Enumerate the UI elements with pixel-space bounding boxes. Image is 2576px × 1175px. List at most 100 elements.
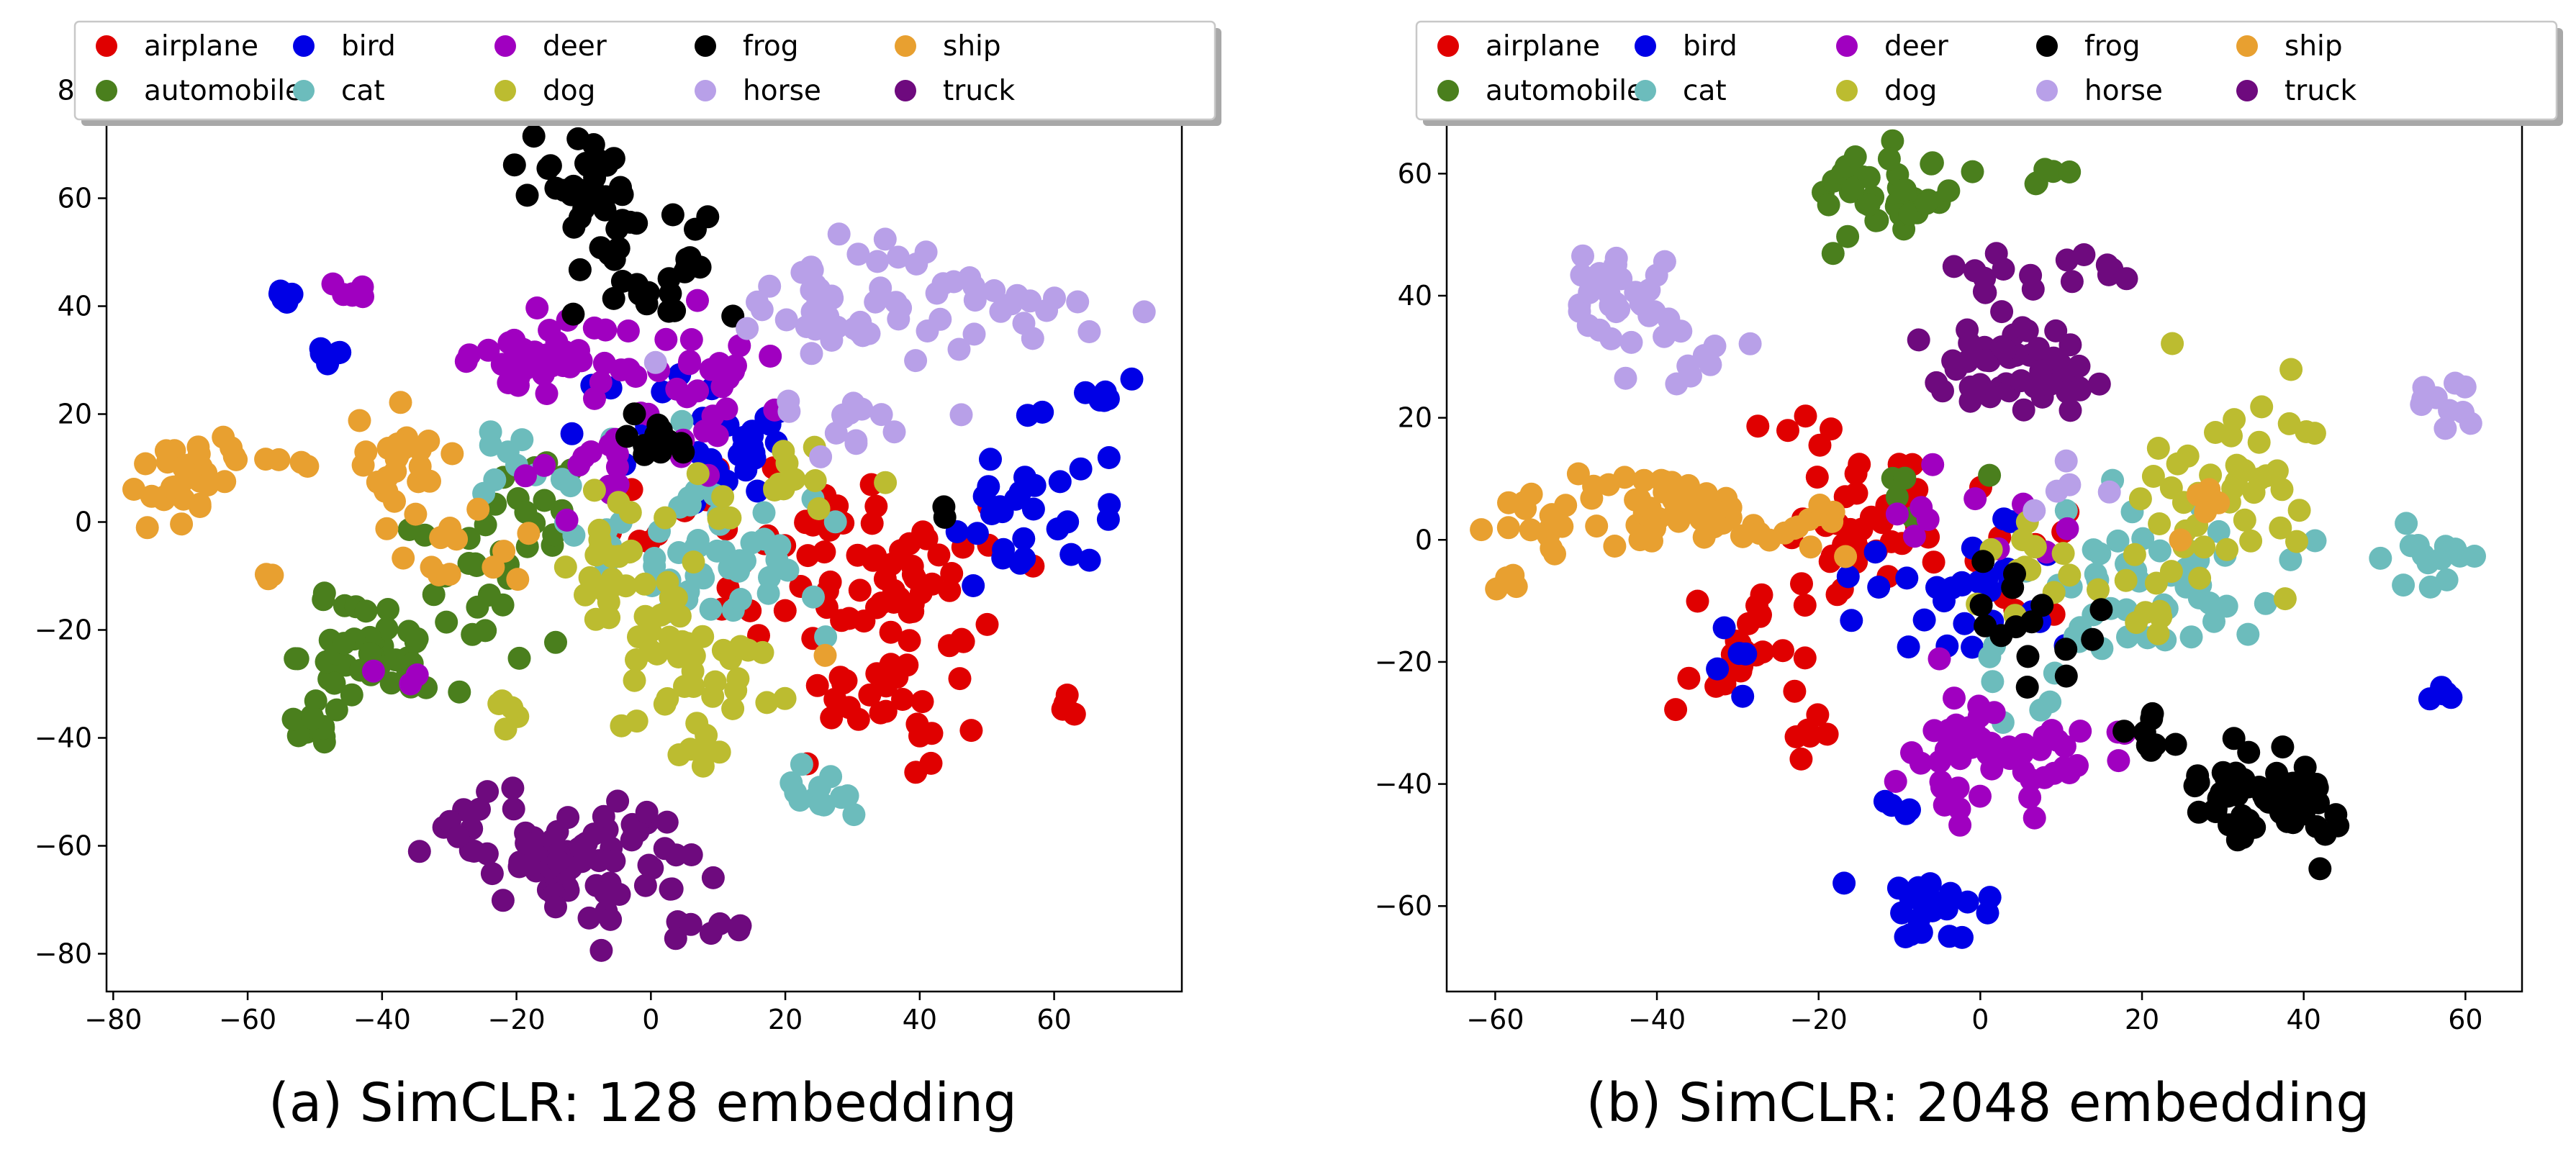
point-frog	[625, 273, 649, 296]
point-frog	[2214, 766, 2238, 789]
point-truck	[589, 938, 613, 962]
point-dog	[2273, 587, 2297, 611]
point-frog	[562, 215, 586, 239]
point-deer	[1884, 770, 1907, 793]
point-airplane	[905, 712, 929, 736]
point-airplane	[1848, 453, 1871, 476]
point-deer	[1958, 730, 1981, 753]
point-truck	[480, 862, 504, 886]
legend-label-dog: dog	[543, 75, 595, 107]
point-dog	[2215, 537, 2239, 561]
point-airplane	[1771, 639, 1794, 663]
point-horse	[804, 317, 827, 341]
point-horse	[1021, 327, 1044, 350]
point-horse	[869, 276, 892, 300]
point-ship	[1687, 499, 1711, 522]
point-truck	[655, 810, 679, 834]
point-deer	[454, 350, 478, 373]
point-deer	[1909, 751, 1933, 775]
point-horse	[643, 350, 667, 374]
point-bird	[979, 448, 1002, 471]
point-horse	[1619, 330, 1643, 354]
point-dog	[618, 540, 641, 564]
point-horse	[800, 342, 823, 366]
point-bird	[1059, 543, 1083, 566]
point-automobile	[354, 599, 378, 623]
point-ship	[1719, 496, 1743, 520]
point-horse	[1653, 250, 1676, 273]
y-tick-label: 20	[1398, 402, 1432, 434]
y-tick-label: 0	[1415, 524, 1432, 555]
point-deer	[2053, 735, 2076, 758]
point-dog	[2287, 499, 2311, 522]
point-truck	[515, 831, 538, 855]
point-frog	[2030, 594, 2054, 617]
point-ship	[375, 517, 399, 540]
x-tick-label: 60	[1036, 1004, 1071, 1035]
point-automobile	[375, 617, 399, 640]
point-cat	[812, 793, 836, 817]
point-horse	[820, 328, 844, 352]
point-ship	[376, 437, 400, 460]
point-deer	[1930, 776, 1953, 799]
point-deer	[514, 464, 537, 488]
x-tick-label: 20	[768, 1004, 803, 1035]
point-truck	[1992, 258, 2015, 281]
point-dog	[2161, 332, 2184, 355]
point-automobile	[281, 707, 305, 731]
point-horse	[846, 242, 870, 266]
point-truck	[2067, 354, 2091, 378]
point-truck	[606, 789, 630, 813]
point-frog	[561, 174, 585, 198]
point-deer	[616, 319, 640, 342]
point-truck	[1993, 338, 2017, 362]
point-horse	[1591, 266, 1615, 289]
point-airplane	[864, 494, 888, 518]
point-frog	[610, 183, 634, 207]
point-truck	[592, 804, 615, 828]
point-deer	[532, 363, 555, 386]
point-frog	[2225, 828, 2249, 852]
point-horse	[2058, 473, 2082, 496]
point-deer	[497, 371, 520, 394]
point-dog	[2223, 408, 2246, 432]
point-horse	[1604, 299, 1627, 322]
point-frog	[656, 430, 679, 454]
point-horse	[2412, 376, 2436, 399]
point-horse	[1665, 372, 1689, 396]
point-airplane	[1820, 417, 1843, 441]
point-horse	[1066, 290, 1090, 314]
point-bird	[1731, 684, 1755, 708]
point-cat	[2433, 535, 2457, 558]
point-bird	[309, 337, 333, 360]
point-dog	[691, 625, 715, 648]
point-airplane	[858, 683, 882, 707]
point-truck	[699, 922, 723, 945]
point-ship	[225, 448, 248, 471]
point-deer	[1998, 747, 2022, 771]
point-dog	[638, 620, 662, 643]
point-airplane	[848, 579, 872, 602]
point-horse	[777, 389, 800, 413]
point-frog	[568, 258, 592, 281]
point-airplane	[898, 600, 921, 624]
point-ship	[420, 555, 443, 579]
point-truck	[607, 883, 631, 906]
point-airplane	[919, 751, 943, 775]
x-tick-label: −20	[1790, 1004, 1848, 1035]
point-ship	[1702, 514, 1726, 538]
point-automobile	[376, 598, 399, 621]
point-horse	[2097, 480, 2121, 504]
point-horse	[947, 337, 971, 361]
legend-label-frog: frog	[2084, 30, 2141, 63]
x-tick-label: −60	[219, 1004, 276, 1035]
point-horse	[736, 317, 759, 340]
point-ship	[154, 439, 178, 463]
point-airplane	[1790, 572, 1813, 596]
point-cat	[729, 588, 752, 611]
point-deer	[2058, 761, 2082, 784]
point-frog	[522, 124, 546, 148]
point-horse	[904, 349, 928, 373]
point-truck	[476, 780, 500, 804]
point-bird	[1120, 367, 1144, 391]
